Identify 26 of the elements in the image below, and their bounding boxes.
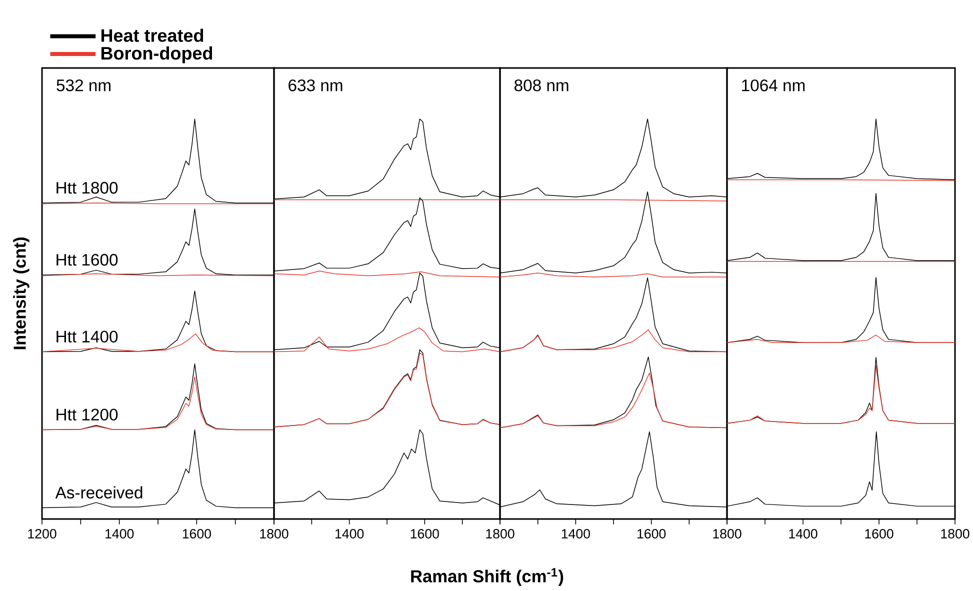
x-tick-label: 1800	[941, 529, 970, 538]
x-tick-label: 1600	[410, 529, 439, 538]
annotation: Htt 1800	[56, 182, 118, 194]
legend-label: Boron-doped	[101, 46, 212, 64]
x-tick-label: 1400	[336, 529, 364, 538]
x-tick-label: 1400	[562, 529, 590, 538]
x-tick-label: 1600	[865, 529, 894, 538]
annotation: As-received	[55, 486, 142, 499]
annotation: Htt 1200	[56, 408, 118, 421]
chart-title: 532 nm	[56, 79, 110, 92]
x-tick-label: 1600	[182, 529, 211, 538]
x-tick-label: 1800	[713, 529, 742, 538]
y-axis-title: Intensity (cnt)	[13, 238, 30, 350]
x-tick-label: 1400	[789, 529, 818, 538]
x-tick-label: 1400	[106, 529, 134, 538]
x-axis-title: Raman Shift (cm$^{-1}$)	[411, 568, 564, 586]
chart-title: 1064 nm	[742, 79, 805, 92]
x-tick-label: 1800	[260, 529, 288, 538]
legend-label: Heat treated	[101, 28, 204, 42]
annotation: Htt 1400	[56, 330, 118, 343]
chart-title: 633 nm	[288, 79, 342, 92]
annotation: Htt 1600	[56, 254, 118, 266]
x-tick-label: 1600	[638, 529, 666, 538]
chart-title: 808 nm	[514, 79, 568, 92]
x-tick-label: 1200	[28, 529, 56, 538]
x-tick-label: 1800	[486, 529, 514, 538]
